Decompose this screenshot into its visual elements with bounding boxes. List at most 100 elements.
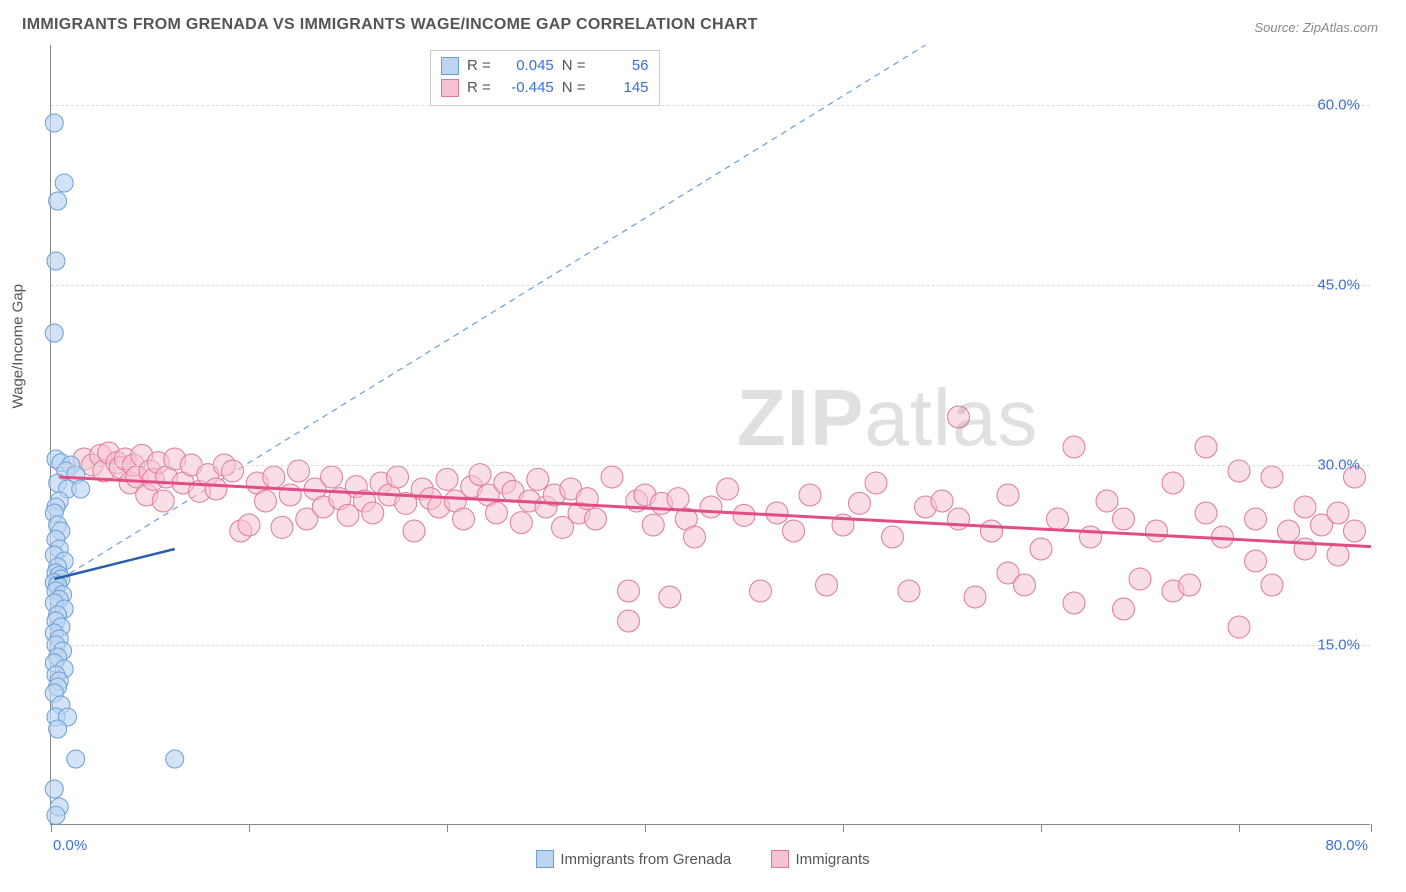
data-point <box>271 516 293 538</box>
swatch-grenada <box>441 57 459 75</box>
gridline-h <box>51 465 1370 466</box>
data-point <box>321 466 343 488</box>
data-point <box>387 466 409 488</box>
data-point <box>152 490 174 512</box>
series-legend: Immigrants from Grenada Immigrants <box>0 850 1406 872</box>
source-link[interactable]: ZipAtlas.com <box>1303 20 1378 35</box>
y-tick-label: 30.0% <box>1317 457 1360 474</box>
legend-row-immigrants: R = -0.445 N = 145 <box>441 77 649 99</box>
data-point <box>1195 502 1217 524</box>
y-tick-label: 60.0% <box>1317 97 1360 114</box>
data-point <box>766 502 788 524</box>
data-point <box>527 468 549 490</box>
data-point <box>288 460 310 482</box>
data-point <box>816 574 838 596</box>
x-tick <box>843 824 844 832</box>
data-point <box>1179 574 1201 596</box>
legend-item-grenada: Immigrants from Grenada <box>536 850 731 868</box>
data-point <box>55 174 73 192</box>
data-point <box>964 586 986 608</box>
data-point <box>948 406 970 428</box>
chart-plot-area: ZIPatlas 15.0%30.0%45.0%60.0%0.0%80.0% <box>50 45 1370 825</box>
data-point <box>1278 520 1300 542</box>
data-point <box>667 488 689 510</box>
n-label: N = <box>562 77 586 99</box>
data-point <box>1113 598 1135 620</box>
data-point <box>1327 502 1349 524</box>
data-point <box>700 496 722 518</box>
data-point <box>1245 550 1267 572</box>
r-label: R = <box>467 77 491 99</box>
data-point <box>1030 538 1052 560</box>
n-value-immigrants: 145 <box>594 77 649 99</box>
data-point <box>1113 508 1135 530</box>
data-point <box>45 780 63 798</box>
r-label: R = <box>467 55 491 77</box>
data-point <box>45 324 63 342</box>
swatch-immigrants <box>441 79 459 97</box>
x-tick <box>447 824 448 832</box>
data-point <box>618 580 640 602</box>
data-point <box>1245 508 1267 530</box>
x-tick <box>249 824 250 832</box>
data-point <box>1063 592 1085 614</box>
data-point <box>1096 490 1118 512</box>
data-point <box>453 508 475 530</box>
data-point <box>1080 526 1102 548</box>
data-point <box>263 466 285 488</box>
data-point <box>238 514 260 536</box>
source-label: Source: <box>1254 20 1302 35</box>
data-point <box>750 580 772 602</box>
data-point <box>981 520 1003 542</box>
x-tick <box>1041 824 1042 832</box>
data-point <box>45 114 63 132</box>
x-tick <box>51 824 52 832</box>
x-tick <box>1239 824 1240 832</box>
data-point <box>166 750 184 768</box>
data-point <box>733 504 755 526</box>
data-point <box>898 580 920 602</box>
data-point <box>1261 466 1283 488</box>
data-point <box>403 520 425 542</box>
data-point <box>72 480 90 498</box>
data-point <box>997 484 1019 506</box>
data-point <box>1162 472 1184 494</box>
data-point <box>469 464 491 486</box>
data-point <box>1344 520 1366 542</box>
data-point <box>486 502 508 524</box>
data-point <box>1063 436 1085 458</box>
data-point <box>1014 574 1036 596</box>
n-label: N = <box>562 55 586 77</box>
data-point <box>222 460 244 482</box>
data-point <box>684 526 706 548</box>
r-value-immigrants: -0.445 <box>499 77 554 99</box>
data-point <box>1228 460 1250 482</box>
swatch-grenada-icon <box>536 850 554 868</box>
data-point <box>205 478 227 500</box>
gridline-h <box>51 645 1370 646</box>
chart-title: IMMIGRANTS FROM GRENADA VS IMMIGRANTS WA… <box>22 16 758 34</box>
data-point <box>436 468 458 490</box>
data-point <box>279 484 301 506</box>
data-point <box>585 508 607 530</box>
x-tick <box>1371 824 1372 832</box>
data-point <box>510 512 532 534</box>
gridline-h <box>51 285 1370 286</box>
data-point <box>1261 574 1283 596</box>
data-point <box>47 252 65 270</box>
data-point <box>931 490 953 512</box>
data-point <box>882 526 904 548</box>
data-point <box>642 514 664 536</box>
data-point <box>1129 568 1151 590</box>
data-point <box>49 192 67 210</box>
data-point <box>717 478 739 500</box>
data-point <box>948 508 970 530</box>
correlation-legend: R = 0.045 N = 56 R = -0.445 N = 145 <box>430 50 660 106</box>
n-value-grenada: 56 <box>594 55 649 77</box>
legend-item-immigrants: Immigrants <box>771 850 869 868</box>
data-point <box>362 502 384 524</box>
data-point <box>849 492 871 514</box>
data-point <box>255 490 277 512</box>
r-value-grenada: 0.045 <box>499 55 554 77</box>
data-point <box>601 466 623 488</box>
